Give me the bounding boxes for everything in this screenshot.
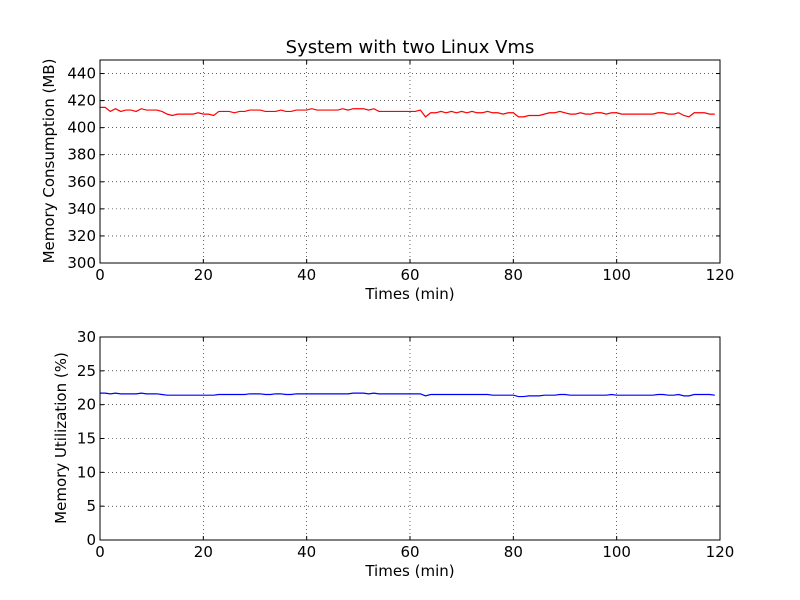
y-tick-label: 360 bbox=[67, 173, 96, 191]
x-tick-label: 60 bbox=[400, 543, 419, 561]
x-axis-label-top: Times (min) bbox=[364, 285, 454, 303]
x-tick-label: 100 bbox=[602, 543, 631, 561]
y-tick-label: 15 bbox=[77, 430, 96, 448]
y-tick-label: 420 bbox=[67, 92, 96, 110]
x-tick-label: 120 bbox=[706, 266, 735, 284]
series-line bbox=[100, 392, 715, 398]
plot-memory-consumption: 0 20 40 60 80 100 120 300 320 340 360 380 400 420 440 bbox=[67, 59, 735, 284]
x-tick-label: 100 bbox=[602, 266, 631, 284]
y-tick-label: 440 bbox=[67, 65, 96, 83]
x-axis-label-bottom: Times (min) bbox=[364, 562, 454, 580]
y-tick-label: 400 bbox=[67, 119, 96, 137]
y-tick-label: 380 bbox=[67, 146, 96, 164]
x-tick-label: 40 bbox=[297, 266, 316, 284]
x-tick-label: 40 bbox=[297, 543, 316, 561]
y-axis-label-top: Memory Consumption (MB) bbox=[40, 59, 58, 264]
y-tick-label: 30 bbox=[77, 328, 96, 346]
y-tick-label: 320 bbox=[67, 227, 96, 245]
x-tick-label: 20 bbox=[194, 543, 213, 561]
x-tick-label: 0 bbox=[95, 266, 105, 284]
y-axis-label-bottom: Memory Utilization (%) bbox=[52, 352, 70, 524]
series-line bbox=[100, 106, 715, 118]
x-tick-label: 20 bbox=[194, 266, 213, 284]
x-tick-label: 80 bbox=[504, 543, 523, 561]
y-tick-label: 340 bbox=[67, 200, 96, 218]
chart-title: System with two Linux Vms bbox=[286, 37, 535, 58]
y-tick-label: 0 bbox=[86, 531, 96, 549]
y-tick-label: 10 bbox=[77, 463, 96, 481]
y-tick-label: 300 bbox=[67, 254, 96, 272]
y-tick-label: 5 bbox=[86, 497, 96, 515]
y-tick-label: 25 bbox=[77, 362, 96, 380]
y-tick-label: 20 bbox=[77, 396, 96, 414]
plot-memory-utilization: 0 20 40 60 80 100 120 0 5 10 15 20 25 30 bbox=[77, 328, 734, 561]
x-tick-label: 0 bbox=[95, 543, 105, 561]
x-tick-label: 120 bbox=[706, 543, 735, 561]
x-tick-label: 80 bbox=[504, 266, 523, 284]
x-tick-label: 60 bbox=[400, 266, 419, 284]
